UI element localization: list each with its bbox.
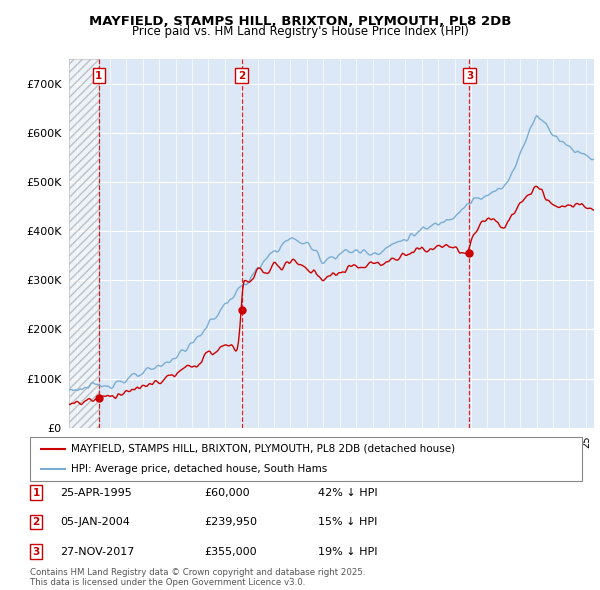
Text: 2: 2 [238, 71, 245, 81]
Text: 1: 1 [95, 71, 103, 81]
Bar [69, 59, 99, 428]
Text: 25-APR-1995: 25-APR-1995 [60, 488, 132, 497]
Text: £239,950: £239,950 [204, 517, 257, 527]
Text: 42% ↓ HPI: 42% ↓ HPI [318, 488, 377, 497]
Text: Price paid vs. HM Land Registry's House Price Index (HPI): Price paid vs. HM Land Registry's House … [131, 25, 469, 38]
Text: Contains HM Land Registry data © Crown copyright and database right 2025.
This d: Contains HM Land Registry data © Crown c… [30, 568, 365, 587]
Text: MAYFIELD, STAMPS HILL, BRIXTON, PLYMOUTH, PL8 2DB (detached house): MAYFIELD, STAMPS HILL, BRIXTON, PLYMOUTH… [71, 444, 455, 454]
Text: 05-JAN-2004: 05-JAN-2004 [60, 517, 130, 527]
Text: £60,000: £60,000 [204, 488, 250, 497]
Text: 27-NOV-2017: 27-NOV-2017 [60, 547, 134, 556]
Text: 2: 2 [32, 517, 40, 527]
Text: 3: 3 [32, 547, 40, 556]
FancyBboxPatch shape [30, 437, 582, 481]
Text: £355,000: £355,000 [204, 547, 257, 556]
Text: 15% ↓ HPI: 15% ↓ HPI [318, 517, 377, 527]
Bar [69, 59, 99, 428]
Text: MAYFIELD, STAMPS HILL, BRIXTON, PLYMOUTH, PL8 2DB: MAYFIELD, STAMPS HILL, BRIXTON, PLYMOUTH… [89, 15, 511, 28]
Text: 3: 3 [466, 71, 473, 81]
Text: HPI: Average price, detached house, South Hams: HPI: Average price, detached house, Sout… [71, 464, 328, 474]
Text: 1: 1 [32, 488, 40, 497]
Text: 19% ↓ HPI: 19% ↓ HPI [318, 547, 377, 556]
